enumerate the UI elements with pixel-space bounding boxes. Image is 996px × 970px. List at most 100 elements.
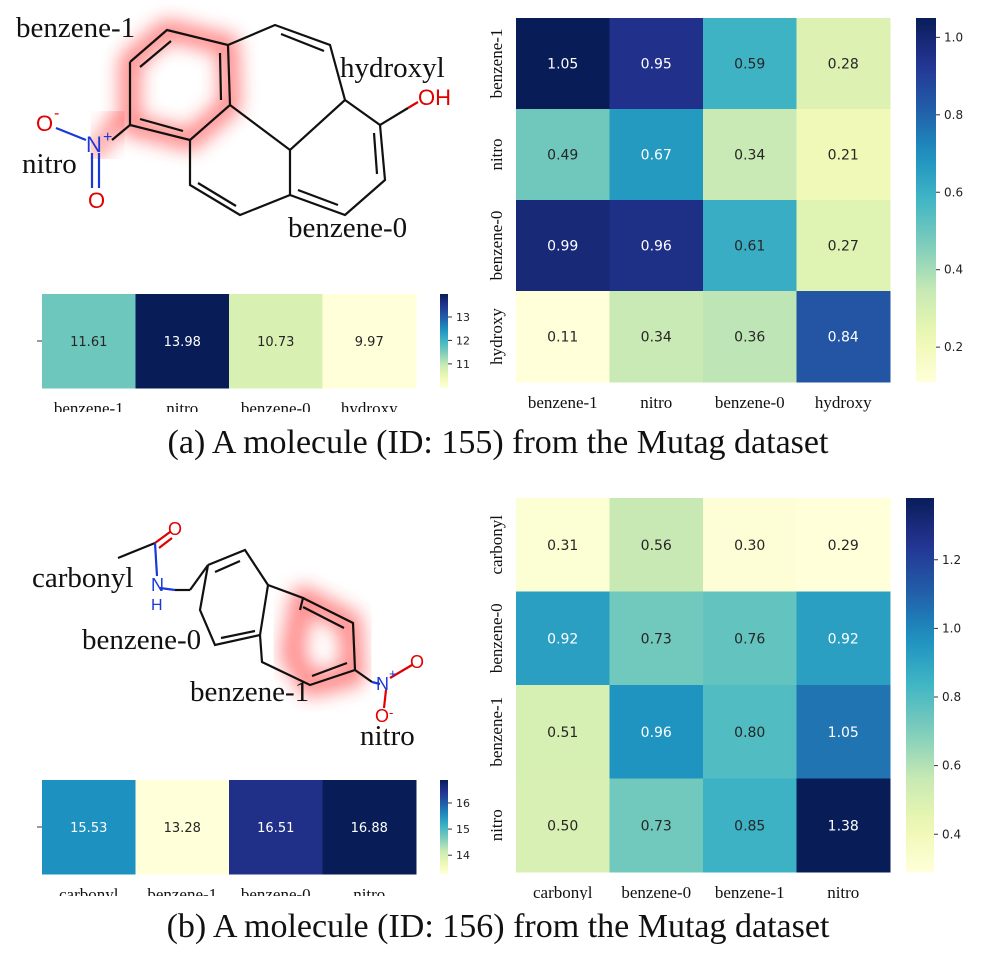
y-tick-label: hydroxy xyxy=(488,308,506,365)
heatmap-value: 13.98 xyxy=(164,335,201,350)
heatmap-value: 0.36 xyxy=(734,330,765,346)
colorbar xyxy=(440,780,448,874)
molecule-b-label-nitro: nitro xyxy=(360,720,415,752)
heatmap-cell xyxy=(609,591,704,686)
heatmap-value: 0.61 xyxy=(734,239,765,255)
x-tick-label: carbonyl xyxy=(59,885,119,896)
colorbar-tick-label: 13 xyxy=(456,311,470,324)
heatmap-value: 0.11 xyxy=(547,330,578,346)
atom-label: H xyxy=(151,597,163,614)
heatmap-cell xyxy=(796,200,891,292)
colorbar-tick-label: 15 xyxy=(456,823,470,836)
heatmap-cell xyxy=(703,18,797,110)
y-tick-label: benzene-1 xyxy=(488,29,506,99)
heatmap-value: 0.56 xyxy=(641,538,672,554)
heatmap-value: 0.84 xyxy=(828,330,859,346)
heatmap-cell xyxy=(796,498,891,592)
heatmap-cell xyxy=(516,291,610,383)
heatmap-value: 0.59 xyxy=(734,57,765,73)
colorbar-tick-label: 16 xyxy=(456,797,470,810)
atom-label: O xyxy=(36,111,53,136)
heatmap-value: 16.51 xyxy=(257,821,294,836)
colorbar-tick-label: 1.0 xyxy=(944,30,963,44)
heatmap-cell xyxy=(135,780,230,875)
heatmap-cell xyxy=(609,291,704,383)
heatmap-a-interaction: 1.05 0.95 0.59 0.28 0.49 0.67 0.34 0.21 0.99 0.96… xyxy=(488,18,963,412)
heatmap-value: 0.27 xyxy=(828,239,859,255)
heatmap-cell xyxy=(796,18,891,110)
heatmap-value: 0.28 xyxy=(828,57,859,73)
heatmap-value: 0.96 xyxy=(641,725,672,741)
heatmap-value: 0.49 xyxy=(547,148,578,164)
heatmap-cell xyxy=(609,200,704,292)
heatmap-cell xyxy=(516,778,610,873)
heatmap-value: 0.73 xyxy=(641,631,672,647)
heatmap-value: 0.92 xyxy=(828,631,859,647)
heatmap-cell xyxy=(516,18,610,110)
heatmap-cell xyxy=(516,109,610,201)
atom-label: N xyxy=(151,575,164,595)
heatmap-cell xyxy=(703,591,797,686)
x-tick-label: benzene-1 xyxy=(147,885,217,896)
heatmap-cell xyxy=(516,200,610,292)
heatmap-b-interaction: 0.31 0.56 0.30 0.29 0.92 0.73 0.76 0.92 0.51 0.96… xyxy=(488,498,961,900)
heatmap-value: 11.61 xyxy=(70,335,107,350)
molecule-a-label-benzene-1: benzene-1 xyxy=(16,12,136,44)
heatmap-value: 0.34 xyxy=(641,330,672,346)
molecule-a-label-hydroxyl: hydroxyl xyxy=(340,52,445,84)
heatmap-value: 1.38 xyxy=(828,818,859,834)
colorbar-tick-label: 0.6 xyxy=(942,759,961,773)
heatmap-value: 10.73 xyxy=(257,335,294,350)
colorbar-tick-label: 0.2 xyxy=(944,340,963,354)
x-tick-label: hydroxy xyxy=(815,393,872,412)
x-tick-label: nitro xyxy=(353,885,385,896)
heatmap-cell xyxy=(703,498,797,592)
heatmap-cell xyxy=(703,291,797,383)
heatmap-value: 0.21 xyxy=(828,148,859,164)
heatmap-cell xyxy=(609,109,704,201)
heatmap-cell xyxy=(229,294,323,389)
heatmap-cell xyxy=(796,291,891,383)
heatmap-cell xyxy=(703,778,797,873)
heatmap-value: 0.51 xyxy=(547,725,578,741)
heatmap-value: 0.92 xyxy=(547,631,578,647)
heatmap-value: 0.30 xyxy=(734,538,765,554)
x-tick-label: benzene-1 xyxy=(54,399,124,412)
heatmap-cell xyxy=(516,498,610,592)
x-tick-label: nitro xyxy=(166,399,198,412)
colorbar-tick-label: 1.0 xyxy=(942,621,961,635)
y-tick-label: benzene-1 xyxy=(488,697,506,767)
y-tick-label: carbonyl xyxy=(488,515,506,575)
heatmap-value: 1.05 xyxy=(828,725,859,741)
heatmap-cell xyxy=(135,294,230,389)
heatmap-value: 15.53 xyxy=(70,821,107,836)
molecule-b-label-benzene-0: benzene-0 xyxy=(82,624,202,656)
molecule-b-label-benzene-1: benzene-1 xyxy=(190,676,310,708)
colorbar xyxy=(906,498,934,872)
x-tick-label: benzene-0 xyxy=(621,883,691,900)
colorbar-tick-label: 1.2 xyxy=(942,553,961,567)
y-tick-label: nitro xyxy=(488,138,506,170)
heatmap-value: 0.67 xyxy=(641,148,672,164)
heatmap-cell xyxy=(703,109,797,201)
colorbar-tick-label: 0.8 xyxy=(944,108,963,122)
atom-label: O xyxy=(88,188,105,213)
heatmap-cell xyxy=(609,18,704,110)
atom-label: O xyxy=(410,652,424,672)
heatmap-cell xyxy=(42,294,136,389)
colorbar-tick-label: 0.6 xyxy=(944,185,963,199)
heatmap-a-node-importance: 11.61 13.98 10.73 9.97 benzene-1 nitro benzene… xyxy=(37,294,470,412)
heatmap-cell xyxy=(609,778,704,873)
heatmap-cell xyxy=(796,685,891,779)
heatmap-cell xyxy=(516,591,610,686)
x-tick-label: nitro xyxy=(827,883,859,900)
colorbar-tick-label: 0.4 xyxy=(942,827,961,841)
x-tick-label: benzene-0 xyxy=(241,399,311,412)
y-tick-label: nitro xyxy=(488,809,506,841)
molecule-a-label-nitro: nitro xyxy=(22,148,77,180)
molecule-b-structure: O N H N + O O - xyxy=(117,519,424,726)
heatmap-value: 0.29 xyxy=(828,538,859,554)
heatmap-value: 0.76 xyxy=(734,631,765,647)
colorbar xyxy=(440,294,448,388)
